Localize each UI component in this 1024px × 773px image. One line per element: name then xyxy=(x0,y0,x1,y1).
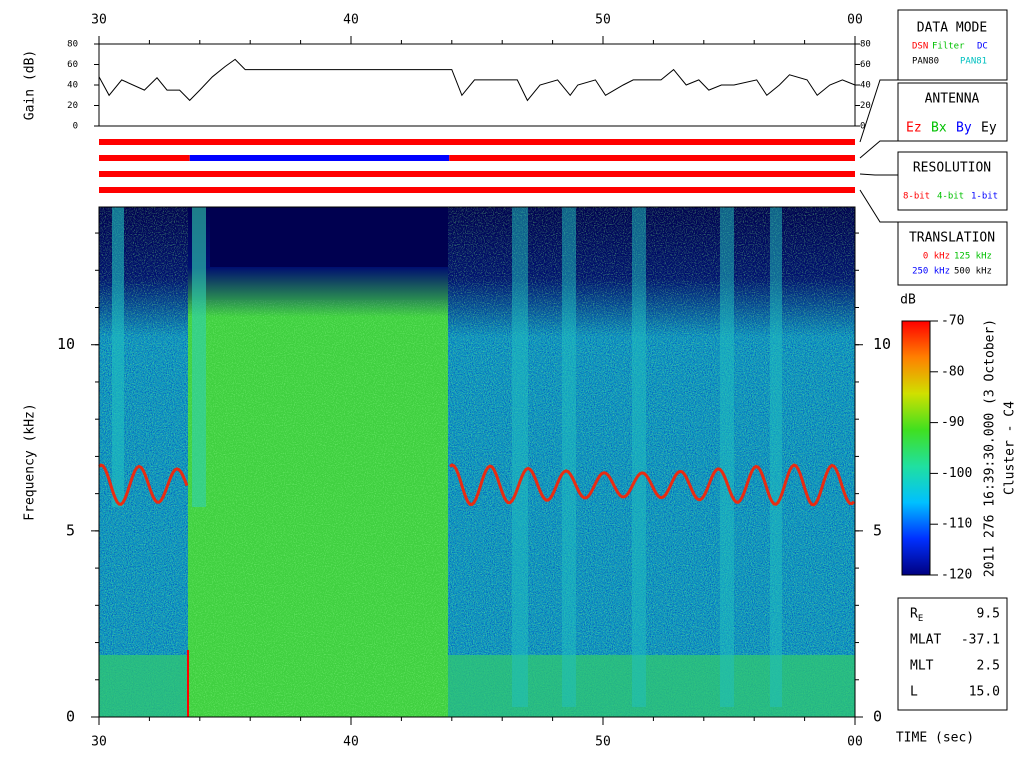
x-tick-label: 40 xyxy=(343,13,359,28)
legend-item: 250 kHz xyxy=(912,267,950,277)
x-axis-label: TIME (sec) xyxy=(896,731,974,746)
colorbar-tick-label: -110 xyxy=(941,517,972,532)
orbit-value: 15.0 xyxy=(969,685,1000,700)
gain-frame xyxy=(98,43,856,127)
legend-item: 1-bit xyxy=(971,192,998,202)
x-tick-label: 40 xyxy=(343,735,359,750)
legend-resolution: RESOLUTION 8-bit 4-bit 1-bit xyxy=(897,151,1008,211)
y-tick-label: 5 xyxy=(66,521,75,539)
connectors xyxy=(859,79,898,223)
y-tick-label: 10 xyxy=(57,335,75,353)
legend-item: Filter xyxy=(932,42,965,52)
gain-tick-label: 40 xyxy=(860,81,871,91)
legend-title: RESOLUTION xyxy=(913,161,991,176)
y-tick-label: 0 xyxy=(66,708,75,726)
spacecraft: Cluster - C4 xyxy=(1003,401,1018,495)
gain-tick-label: 0 xyxy=(860,122,865,132)
spectrogram xyxy=(98,207,856,717)
x-tick-label: 30 xyxy=(91,13,107,28)
x-tick-label: 30 xyxy=(91,735,107,750)
gain-tick-label: 80 xyxy=(860,40,871,50)
y-tick-label: 0 xyxy=(873,708,882,726)
gain-axis-label: Gain (dB) xyxy=(23,50,38,120)
legend-item: 8-bit xyxy=(903,192,930,202)
legend-item: PAN81 xyxy=(960,57,987,67)
y-tick-label: 10 xyxy=(873,335,891,353)
legend-antenna: ANTENNA Ez Bx By Ey xyxy=(897,82,1008,142)
y-axis-label: Frequency (kHz) xyxy=(23,403,38,520)
x-tick-label: 50 xyxy=(595,735,611,750)
spectrogram-frame xyxy=(98,206,856,718)
legend-translation: TRANSLATION 0 kHz 125 kHz 250 kHz 500 kH… xyxy=(897,221,1008,286)
orbit-value: 2.5 xyxy=(977,659,1000,674)
colorbar-tick-label: -120 xyxy=(941,568,972,583)
status-bar xyxy=(99,171,855,177)
legend-title: TRANSLATION xyxy=(909,231,995,246)
colorbar-tick-label: -100 xyxy=(941,466,972,481)
colorbar-tick-label: -80 xyxy=(941,364,964,379)
legend-title: ANTENNA xyxy=(925,92,980,107)
status-bar xyxy=(99,155,190,161)
colorbar xyxy=(901,320,931,576)
legend-item: Bx xyxy=(931,121,947,136)
gain-tick-label: 60 xyxy=(67,60,78,70)
x-tick-label: 50 xyxy=(595,13,611,28)
gain-tick-label: 40 xyxy=(67,81,78,91)
gain-tick-label: 80 xyxy=(67,40,78,50)
orbit-value: -37.1 xyxy=(961,633,1000,648)
orbit-label: MLT xyxy=(910,659,934,674)
legend-item: By xyxy=(956,121,972,136)
status-bar xyxy=(99,187,855,193)
caption: 2011 276 16:39:30.000 (3 October) xyxy=(983,319,998,577)
y-tick-label: 5 xyxy=(873,521,882,539)
colorbar-tick-label: -90 xyxy=(941,415,964,430)
gain-tick-label: 60 xyxy=(860,60,871,70)
orbit-label: L xyxy=(910,685,918,700)
legend-item: 125 kHz xyxy=(954,252,992,262)
legend-item: 500 kHz xyxy=(954,267,992,277)
gain-tick-label: 0 xyxy=(73,122,78,132)
orbit-label-sub: E xyxy=(918,614,923,624)
legend-item: DSN xyxy=(912,42,928,52)
status-bar xyxy=(189,155,450,161)
legend-item: PAN80 xyxy=(912,57,939,67)
legend-item: DC xyxy=(977,42,988,52)
legend-item: Ez xyxy=(906,121,922,136)
status-bar xyxy=(449,155,855,161)
legend-item: 4-bit xyxy=(937,192,964,202)
orbit-label: MLAT xyxy=(910,633,941,648)
gain-tick-label: 20 xyxy=(860,101,871,111)
gain-tick-label: 20 xyxy=(67,101,78,111)
colorbar-tick-label: -70 xyxy=(941,314,964,329)
gain-line xyxy=(98,58,856,102)
x-tick-label: 00 xyxy=(847,735,863,750)
legend-item: Ey xyxy=(981,121,997,136)
legend-data-mode: DATA MODE DSN Filter DC PAN80 PAN81 xyxy=(897,9,1008,81)
status-bar xyxy=(99,139,855,145)
colorbar-label: dB xyxy=(900,293,916,308)
legend-title: DATA MODE xyxy=(917,21,987,36)
legend-item: 0 kHz xyxy=(923,252,950,262)
x-tick-label: 00 xyxy=(847,13,863,28)
orbit-value: 9.5 xyxy=(977,607,1000,622)
